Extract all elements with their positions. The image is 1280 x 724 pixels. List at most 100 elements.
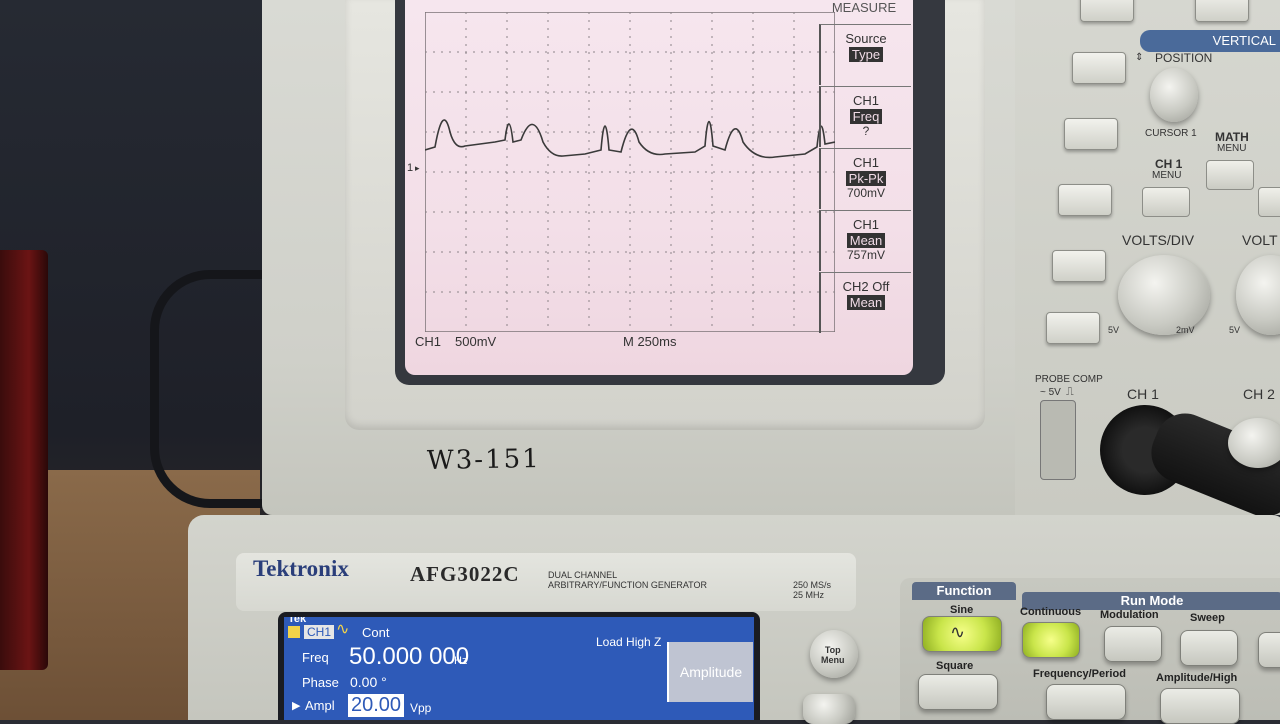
- sine-wave-icon: ∿: [950, 622, 966, 642]
- measure-highlight: Freq: [849, 109, 883, 124]
- status-volts: 500mV: [455, 334, 497, 349]
- measure-label: CH1: [852, 155, 879, 170]
- ch2-input-label: CH 2: [1243, 386, 1275, 402]
- run-mode-section-title: Run Mode: [1022, 592, 1280, 610]
- model-name: AFG3022C: [410, 562, 520, 586]
- range-low-label-2: 5V: [1229, 325, 1241, 335]
- handwritten-label: W3-151: [426, 444, 541, 476]
- secondary-menu-button[interactable]: [803, 694, 855, 724]
- range-high-label: 2mV: [1176, 325, 1195, 335]
- ch2-bnc-connector[interactable]: [1228, 418, 1280, 468]
- modulation-label: Modulation: [1100, 609, 1159, 621]
- measure-source-box[interactable]: Source Type: [819, 24, 911, 85]
- ch1-input-label: CH 1: [1127, 386, 1159, 402]
- freq-value: 50.000 000: [349, 643, 470, 670]
- modulation-button[interactable]: [1104, 626, 1162, 662]
- measure-value: ?: [862, 124, 870, 138]
- menu-option-button-2[interactable]: [1064, 118, 1118, 150]
- vertical-section-header: VERTICAL: [1140, 30, 1280, 52]
- ground-marker: 1: [407, 162, 414, 174]
- sine-button[interactable]: [922, 616, 1002, 652]
- menu-option-button-1[interactable]: [1072, 52, 1126, 84]
- sample-rate: 250 MS/s 25 MHz: [793, 580, 832, 600]
- phase-value: 0.00 °: [350, 674, 387, 690]
- measure-ch1-freq-box[interactable]: CH1 Freq ?: [819, 86, 911, 147]
- sweep-button[interactable]: [1180, 630, 1238, 666]
- brand-strip: [236, 553, 856, 611]
- status-channel: CH1: [415, 334, 442, 349]
- measure-label: Source: [845, 31, 887, 46]
- menu-option-button-5[interactable]: [1046, 312, 1100, 344]
- menu-option-button-3[interactable]: [1058, 184, 1112, 216]
- brand-logo: Tektronix: [253, 556, 349, 581]
- measure-ch2-box[interactable]: CH2 Off Mean: [819, 272, 911, 333]
- sweep-label: Sweep: [1190, 612, 1225, 624]
- square-button[interactable]: [918, 674, 998, 710]
- ampl-unit: Vpp: [410, 701, 432, 715]
- math-label: MATH: [1215, 130, 1249, 144]
- measure-value: 757mV: [846, 248, 886, 262]
- measure-highlight: Mean: [846, 233, 886, 248]
- phase-label: Phase: [302, 675, 339, 690]
- red-equipment-case: [0, 250, 48, 670]
- square-wave-icon: ⎍: [1066, 386, 1074, 398]
- range-low-label: 5V: [1108, 325, 1120, 335]
- position-label: POSITION: [1155, 51, 1213, 65]
- continuous-label: Continuous: [1020, 606, 1082, 618]
- measure-ch1-mean-box[interactable]: CH1 Mean 757mV: [819, 210, 911, 271]
- oscilloscope-screen: 1 ▸ MEASURE Source Type CH1 Freq ? CH1 P…: [405, 0, 913, 375]
- measure-highlight: Pk-Pk: [845, 171, 887, 186]
- frequency-period-button[interactable]: [1046, 684, 1126, 720]
- measure-ch1-pkpk-box[interactable]: CH1 Pk-Pk 700mV: [819, 148, 911, 209]
- power-cable: [150, 270, 269, 508]
- ch1-volts-div-knob[interactable]: [1118, 255, 1210, 335]
- measure-title: MEASURE: [831, 0, 897, 15]
- top-button-2[interactable]: [1195, 0, 1249, 22]
- burst-button[interactable]: [1258, 632, 1280, 668]
- freq-unit: Hz: [454, 655, 468, 667]
- ampl-value-input[interactable]: 20.00: [348, 694, 405, 717]
- top-menu-button[interactable]: [810, 630, 858, 678]
- channel-indicator: [288, 626, 300, 638]
- top-button-1[interactable]: [1080, 0, 1134, 22]
- function-section-title: Function: [912, 582, 1016, 600]
- freq-label: Freq: [302, 650, 329, 665]
- measure-label: CH2 Off: [842, 279, 890, 294]
- cursor1-label: CURSOR 1: [1145, 128, 1197, 139]
- ch1-menu-sublabel: MENU: [1152, 170, 1182, 181]
- position-arrows-icon: ⇕: [1135, 52, 1144, 63]
- ampl-label: Ampl: [305, 698, 335, 713]
- volts-div-label: VOLTS/DIV: [1122, 232, 1195, 248]
- amplitude-high-button[interactable]: [1160, 688, 1240, 724]
- channel-label: CH1: [304, 625, 335, 639]
- continuous-button[interactable]: [1022, 622, 1080, 658]
- load-label: Load High Z: [596, 635, 662, 649]
- sine-label: Sine: [950, 604, 974, 616]
- math-menu-button[interactable]: [1206, 160, 1254, 190]
- ch1-menu-label: CH 1: [1155, 157, 1183, 171]
- position-knob[interactable]: [1150, 68, 1198, 122]
- measure-highlight: Type: [848, 47, 884, 62]
- ground-arrow-icon: ▸: [415, 163, 420, 173]
- ch2-menu-button[interactable]: [1258, 187, 1280, 217]
- math-menu-sublabel: MENU: [1217, 143, 1247, 154]
- square-label: Square: [936, 660, 974, 672]
- probe-comp-level: ~ 5V: [1040, 387, 1061, 398]
- measure-value: 700mV: [846, 186, 886, 200]
- ch1-trace: [425, 119, 835, 159]
- frequency-period-label: Frequency/Period: [1033, 668, 1126, 680]
- status-timebase: M 250ms: [623, 334, 677, 349]
- ch1-menu-button[interactable]: [1142, 187, 1190, 217]
- measure-label: CH1: [852, 217, 879, 232]
- probe-comp-label: PROBE COMP: [1035, 374, 1103, 385]
- graticule: [425, 12, 835, 332]
- amplitude-softkey[interactable]: Amplitude: [667, 642, 753, 702]
- probe-comp-terminal[interactable]: [1040, 400, 1076, 480]
- menu-option-button-4[interactable]: [1052, 250, 1106, 282]
- arrow-right-icon: ▶: [292, 700, 301, 712]
- tek-logo: Tek: [288, 617, 307, 625]
- run-mode-label: Cont: [362, 625, 390, 640]
- volts-div-label-2: VOLT: [1242, 232, 1278, 248]
- measure-highlight: Mean: [846, 295, 886, 310]
- top-menu-label: Top Menu: [821, 645, 845, 665]
